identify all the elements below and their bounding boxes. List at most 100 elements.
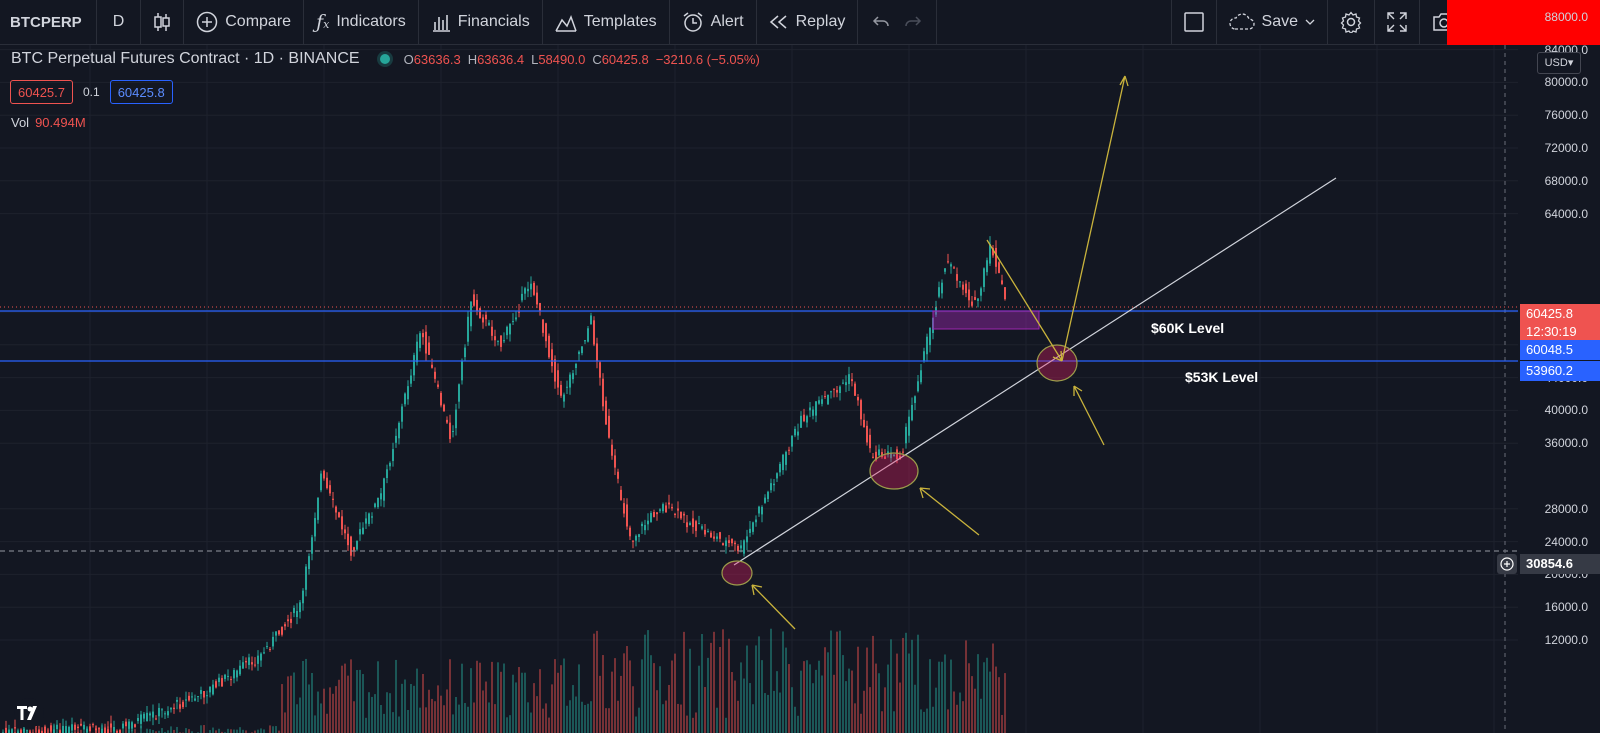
volume-bar (626, 646, 628, 733)
candle-body (410, 375, 412, 384)
candle-body (401, 406, 403, 422)
candle-body (632, 540, 634, 542)
candle-body (443, 404, 445, 412)
candle-body (311, 537, 313, 554)
level-53k-label[interactable]: $53K Level (1185, 369, 1259, 385)
fullscreen-button[interactable] (1375, 0, 1420, 44)
candle-body (53, 729, 55, 733)
volume-bar (122, 725, 124, 733)
drawings (0, 45, 1520, 733)
undo-button[interactable] (858, 0, 898, 44)
candle-body (977, 298, 979, 301)
volume-bar (227, 728, 229, 733)
volume-bar (851, 670, 853, 733)
candle-body (779, 463, 781, 473)
symbol-search-button[interactable]: BTCPERP (0, 0, 97, 44)
candle-body (728, 540, 730, 544)
layout-button[interactable] (1170, 0, 1217, 44)
candle-body (371, 516, 373, 518)
candle-body (701, 526, 703, 529)
indicators-button[interactable]: ƒx Indicators (304, 0, 419, 44)
volume-bar (152, 729, 154, 733)
volume-bar (323, 688, 325, 733)
volume-bar (80, 729, 82, 733)
candle-body (365, 518, 367, 524)
candle-body (941, 282, 943, 294)
candle-body (107, 729, 109, 733)
compare-button[interactable]: Compare (184, 0, 305, 44)
candle-body (713, 536, 715, 539)
volume-bar (380, 704, 382, 733)
candle-body (20, 729, 22, 733)
candle-body (5, 727, 7, 733)
price-chart[interactable] (0, 45, 1520, 733)
volume-bar (575, 696, 577, 733)
candle-body (353, 547, 355, 551)
level-60k-label[interactable]: $60K Level (1151, 320, 1225, 336)
volume-bar (344, 663, 346, 733)
candle-body (758, 506, 760, 514)
candle-body (65, 726, 67, 733)
candle-body (242, 662, 244, 669)
candle-body (512, 321, 514, 323)
candle-body (650, 512, 652, 522)
candle-body (776, 473, 778, 479)
candle-body (911, 404, 913, 421)
volume-bar (914, 684, 916, 733)
candle-body (647, 520, 649, 525)
symbol-title[interactable]: BTC Perpetual Futures Contract · 1D · BI… (11, 50, 360, 67)
candle-body (191, 696, 193, 698)
candle-body (806, 416, 808, 423)
tradingview-logo[interactable] (14, 698, 44, 728)
candle-body (467, 316, 469, 342)
volume-bar (308, 684, 310, 733)
currency-selector[interactable]: USD▾ (1537, 52, 1581, 74)
volume-bar (341, 665, 343, 733)
volume-bar (164, 731, 166, 733)
buy-button[interactable]: 60425.8 (109, 80, 173, 104)
volume-bar (908, 653, 910, 733)
candle-body (809, 407, 811, 411)
candle-body (836, 389, 838, 393)
candle-body (128, 721, 130, 729)
add-alert-icon[interactable] (1497, 554, 1517, 574)
settings-button[interactable] (1328, 0, 1375, 44)
volume-bar (959, 692, 961, 733)
candle-body (971, 301, 973, 306)
redo-button[interactable] (898, 0, 938, 44)
candle-body (68, 726, 70, 733)
volume-bar (239, 727, 241, 733)
volume-bar (854, 703, 856, 733)
price-axis[interactable]: 88000.0 84000.0 80000.0 76000.0 72000.0 68000… (1518, 10, 1600, 733)
volume-bar (872, 635, 874, 733)
candle-body (689, 522, 691, 526)
replay-button[interactable]: Replay (757, 0, 859, 44)
alert-button[interactable]: Alert (670, 0, 757, 44)
candle-body (533, 282, 535, 295)
candle-body (44, 726, 46, 733)
volume-bar (350, 659, 352, 733)
volume-bar (899, 682, 901, 733)
candle-body (794, 428, 796, 436)
candle-body (80, 723, 82, 726)
volume-bar (287, 676, 289, 733)
candle-body (356, 540, 358, 550)
candle-body (569, 374, 571, 388)
save-button[interactable]: Save (1217, 0, 1328, 44)
candle-body (14, 727, 16, 729)
chart-type-button[interactable] (141, 0, 185, 44)
candle-body (92, 724, 94, 726)
volume-bar (638, 707, 640, 733)
candle-body (500, 335, 502, 347)
candle-body (566, 386, 568, 388)
sell-button[interactable]: 60425.7 (10, 80, 73, 104)
interval-button[interactable]: D (97, 0, 142, 44)
candle-body (494, 336, 496, 341)
templates-button[interactable]: Templates (543, 0, 670, 44)
candle-body (542, 319, 544, 333)
volume-bar (524, 672, 526, 733)
volume-bar (572, 685, 574, 733)
volume-bar (584, 704, 586, 733)
financials-button[interactable]: Financials (419, 0, 543, 44)
candle-body (986, 260, 988, 273)
